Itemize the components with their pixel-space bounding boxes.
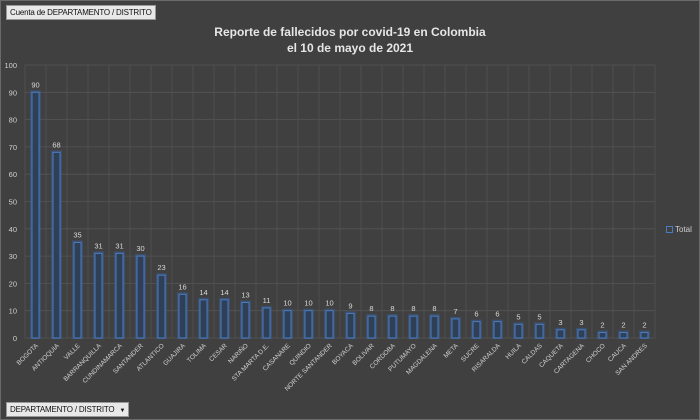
bar	[178, 293, 187, 339]
data-label: 8	[432, 304, 436, 313]
data-label: 10	[304, 299, 312, 308]
y-tick-label: 10	[9, 307, 17, 316]
y-tick-label: 100	[4, 61, 17, 70]
bar	[325, 310, 334, 339]
data-label: 8	[369, 304, 373, 313]
axis-field-label: DEPARTAMENTO / DISTRITO	[10, 405, 115, 414]
bar	[577, 329, 586, 339]
bar	[199, 299, 208, 339]
x-tick-label: META	[443, 342, 461, 360]
bar	[31, 91, 40, 339]
bar	[283, 310, 292, 339]
y-tick-label: 50	[9, 198, 17, 207]
legend: Total	[666, 225, 692, 234]
data-label: 10	[283, 299, 291, 308]
chart-title-line2: el 10 de mayo de 2021	[286, 41, 414, 55]
data-label: 6	[495, 310, 499, 319]
bar	[94, 252, 103, 339]
data-label: 9	[348, 301, 352, 310]
bar	[115, 252, 124, 339]
y-tick-label: 90	[9, 88, 17, 97]
bar	[73, 241, 82, 339]
data-label: 35	[73, 230, 81, 239]
axis-field-button[interactable]: DEPARTAMENTO / DISTRITO ▼	[6, 402, 130, 417]
data-label: 30	[136, 244, 144, 253]
bar	[409, 315, 418, 339]
bar	[535, 323, 544, 339]
data-label: 90	[31, 80, 39, 89]
data-label: 8	[390, 304, 394, 313]
chart-title: Reporte de fallecidos por covid-19 en Co…	[0, 24, 700, 56]
y-tick-label: 40	[9, 225, 17, 234]
data-label: 2	[600, 321, 604, 330]
y-tick-label: 20	[9, 279, 17, 288]
data-label: 16	[178, 282, 186, 291]
data-label: 5	[537, 312, 541, 321]
y-tick-label: 30	[9, 252, 17, 261]
bar	[262, 307, 271, 339]
x-tick-label: GUAJIRA	[162, 342, 187, 367]
bar	[430, 315, 439, 339]
x-tick-label: BARRANQUILLA	[62, 342, 103, 383]
data-label: 14	[220, 288, 228, 297]
x-tick-label: HUILA	[504, 342, 523, 361]
bar	[472, 321, 481, 339]
bar	[388, 315, 397, 339]
bar	[514, 323, 523, 339]
data-label: 2	[621, 321, 625, 330]
legend-label: Total	[675, 225, 692, 234]
y-tick-label: 80	[9, 116, 17, 125]
x-tick-label: VALLE	[63, 342, 82, 361]
dropdown-arrow-icon: ▼	[119, 408, 126, 414]
y-tick-label: 0	[13, 334, 17, 343]
y-tick-label: 60	[9, 170, 17, 179]
data-label: 3	[579, 318, 583, 327]
value-field-button[interactable]: Cuenta de DEPARTAMENTO / DISTRITO	[6, 5, 156, 20]
bar	[304, 310, 313, 339]
bar	[619, 332, 628, 339]
data-label: 11	[263, 296, 271, 305]
bar	[52, 151, 61, 339]
x-tick-label: TOLIMA	[186, 342, 208, 364]
bar	[157, 274, 166, 339]
data-label: 13	[241, 291, 249, 300]
chart-title-line1: Reporte de fallecidos por covid-19 en Co…	[214, 25, 486, 39]
bar	[367, 315, 376, 339]
bar	[556, 329, 565, 339]
y-tick-label: 70	[9, 143, 17, 152]
data-label: 10	[325, 299, 333, 308]
bar	[451, 318, 460, 339]
x-tick-label: STA MARTA D.E.	[231, 342, 271, 382]
data-label: 6	[474, 310, 478, 319]
data-label: 68	[52, 140, 60, 149]
data-label: 8	[411, 304, 415, 313]
bar	[220, 299, 229, 339]
bar	[640, 332, 649, 339]
data-label: 31	[94, 241, 102, 250]
data-label: 2	[642, 321, 646, 330]
data-label: 3	[558, 318, 562, 327]
data-label: 31	[115, 241, 123, 250]
x-tick-label: CHOCO	[585, 342, 607, 364]
legend-swatch	[666, 226, 673, 233]
data-label: 7	[453, 307, 457, 316]
bar	[241, 302, 250, 339]
bar	[136, 255, 145, 339]
data-label: 23	[157, 263, 165, 272]
bar	[598, 332, 607, 339]
bar	[493, 321, 502, 339]
data-label: 14	[199, 288, 207, 297]
data-label: 5	[516, 312, 520, 321]
bar	[346, 312, 355, 339]
